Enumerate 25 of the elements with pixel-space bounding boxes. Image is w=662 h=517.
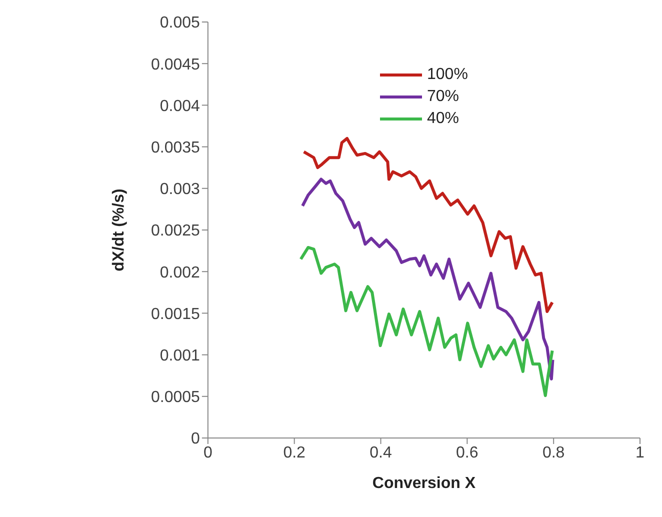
legend-label: 100% <box>427 66 468 84</box>
y-tick-label: 0.0035 <box>150 139 200 156</box>
y-tick-label: 0.004 <box>160 98 200 115</box>
y-tick-label: 0.0045 <box>150 56 200 74</box>
x-tick-label: 0.2 <box>283 444 306 462</box>
y-tick-label: 0.005 <box>160 14 200 32</box>
x-tick-label: 0.4 <box>370 444 392 462</box>
x-tick-label: 0.6 <box>456 444 478 462</box>
legend-label: 40% <box>427 110 460 128</box>
y-tick-label: 0.0015 <box>150 306 200 323</box>
y-axis-title: dX/dt (%/s) <box>110 188 128 272</box>
y-tick-label: 0.0025 <box>150 222 200 240</box>
x-tick-label: 0.8 <box>542 444 565 462</box>
line-series <box>299 246 554 398</box>
y-tick-label: 0.001 <box>160 347 200 364</box>
line-series <box>301 178 554 380</box>
x-tick-label: 0 <box>203 444 212 462</box>
y-tick-label: 0.0005 <box>150 389 200 406</box>
y-tick-label: 0 <box>191 430 200 448</box>
legend-label: 70% <box>427 88 460 106</box>
y-tick-label: 0.002 <box>160 264 200 282</box>
line-series <box>302 136 554 314</box>
x-tick-label: 1 <box>636 444 645 462</box>
y-tick-label: 0.003 <box>160 181 200 198</box>
x-axis-title: Conversion X <box>372 475 476 492</box>
